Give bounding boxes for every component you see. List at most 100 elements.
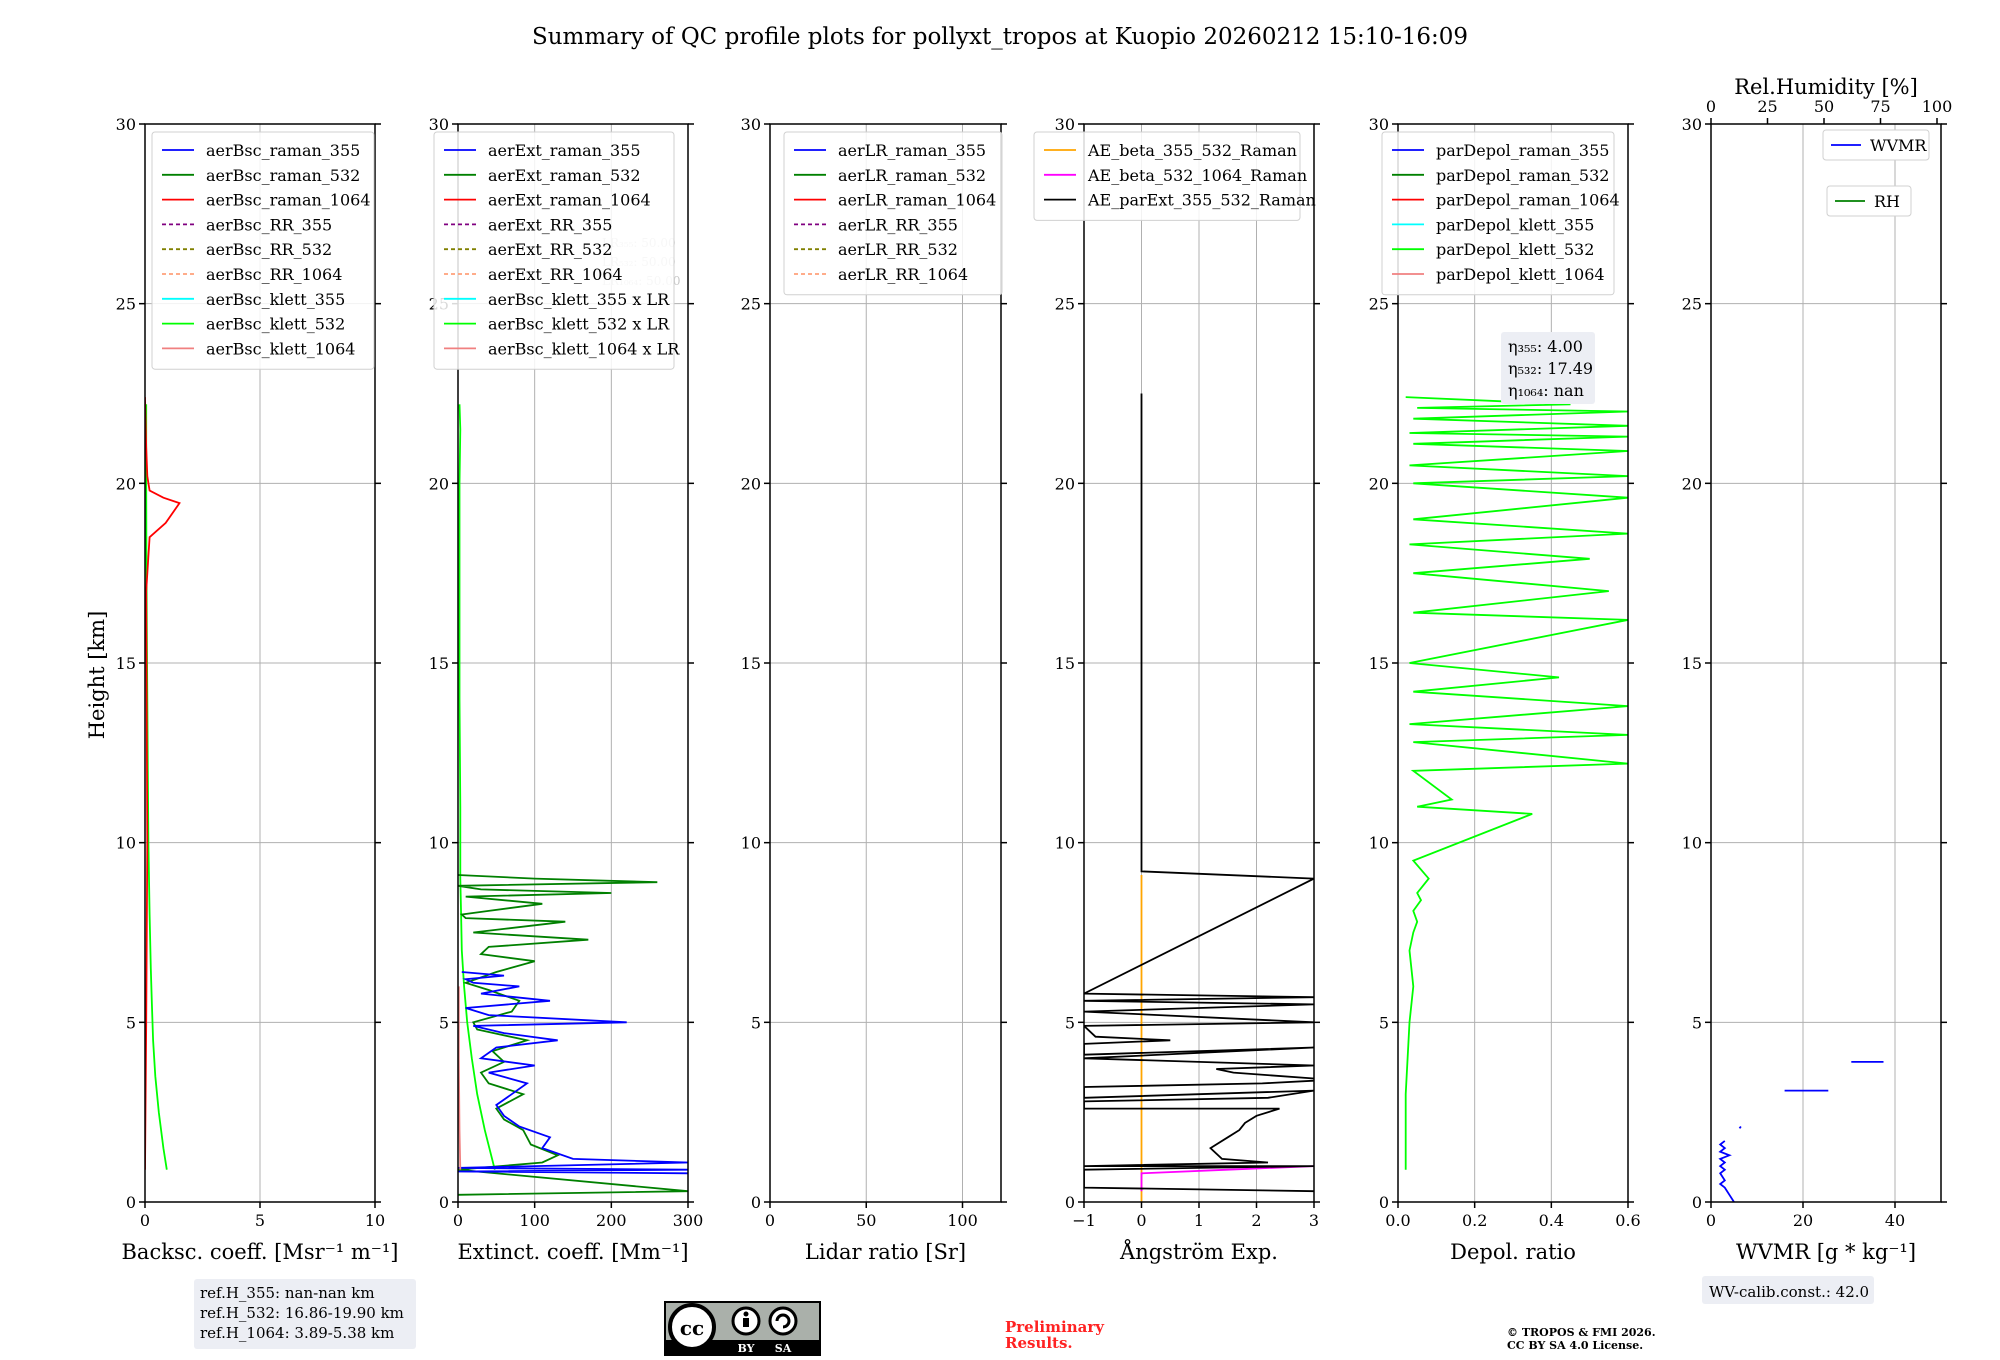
legend-entry: aerLR_raman_1064 [838,191,996,210]
wv-calib-box [1702,1276,1874,1304]
top-tick-label-rh: 50 [1814,97,1834,116]
y-tick-label-wv: 20 [1682,474,1702,493]
y-tick-label-ext: 10 [429,834,449,853]
y-tick-label-depol: 30 [1369,115,1389,134]
x-tick-label-ext: 100 [519,1211,550,1230]
panel-lr: 0 50 100 0 5 10 15 20 25 30 Lidar ratio [Sr] aerLR_… [741,115,1007,1264]
y-tick-label-lr: 20 [741,474,761,493]
y-tick-label-ext: 30 [429,115,449,134]
legend-entry: AE_beta_355_532_Raman [1087,141,1297,160]
y-tick-label-wv: 25 [1682,295,1702,314]
legend-entry: aerBsc_raman_355 [206,141,360,160]
y-tick-label-ae: 10 [1055,834,1075,853]
x-tick-label-lr: 100 [947,1211,978,1230]
legend-entry: aerBsc_RR_1064 [206,265,342,284]
y-tick-label-lr: 5 [751,1013,761,1032]
legend-entry: RH [1874,192,1900,211]
legend-entry: aerLR_RR_355 [838,215,958,234]
legend-entry: parDepol_raman_1064 [1436,191,1620,210]
axes-frame-wv [1710,123,1942,1203]
legend-entry: aerExt_RR_355 [488,215,612,234]
y-tick-label-ae: 25 [1055,295,1075,314]
preliminary-line1: Preliminary [1005,1318,1105,1336]
y-tick-label-wv: 10 [1682,834,1702,853]
series-AE_parExt_355_532_Raman [1084,393,1314,1193]
ref-height-box [194,1279,416,1349]
by-person-body [743,1318,749,1327]
preliminary-line2: Results. [1005,1334,1073,1352]
series-AE_beta_532_1064_Raman [1140,1165,1314,1192]
axes-frame-lr [769,123,1002,1203]
x-axis-label-wv: WVMR [g * kg⁻¹] [1736,1240,1916,1264]
top-axis-label-rh: Rel.Humidity [%] [1734,75,1918,99]
sa-share-icon [768,1306,798,1336]
ref-h-532: ref.H_532: 16.86-19.90 km [200,1304,404,1322]
x-tick-label-depol: 0.6 [1615,1211,1640,1230]
legend-entry: aerLR_raman_355 [838,141,986,160]
ref-h-1064: ref.H_1064: 3.89-5.38 km [200,1324,394,1342]
cc-icon [668,1303,716,1351]
series-aerBsc_klett_532 x LR [458,404,496,1170]
legend-box-rh [1826,185,1912,217]
legend-box-depol [1381,131,1615,296]
panel-bsc: 0 5 10 0 5 10 15 20 25 30 Backsc. coeff. [Msr⁻¹ m⁻… [116,115,399,1264]
legend-ext: aerExt_raman_355 aerExt_raman_532 aerExt_r… [433,131,680,370]
y-tick-label-ext: 15 [429,654,449,673]
wv-calib-const: WV-calib.const.: 42.0 [1709,1283,1869,1301]
series-WVMR [1718,1140,1735,1202]
legend-entry: aerExt_raman_532 [488,166,641,185]
y-tick-label-depol: 5 [1379,1013,1389,1032]
legend-box-ext [433,131,675,370]
series-aerExt_raman_355 [458,971,688,1175]
legend-wvmr: WVMR [1822,129,1930,161]
axes-frame-ext [457,123,689,1203]
series-aerExt_raman_532 [458,874,688,1196]
legend-box-bsc [151,131,375,370]
y-tick-label-ae: 15 [1055,654,1075,673]
legend-entry: aerBsc_klett_532 [206,315,345,334]
legend-ae: AE_beta_355_532_Raman AE_beta_532_1064_Ra… [1033,131,1316,221]
y-axis-label: Height [km] [85,611,109,740]
x-tick-label-bsc: 0 [140,1211,150,1230]
x-tick-label-ae: 0 [1136,1211,1146,1230]
cc-by-label: BY [738,1342,755,1355]
eta-box [1501,332,1595,404]
x-tick-label-depol: 0.0 [1385,1211,1410,1230]
legend-entry: aerBsc_klett_1064 [206,339,355,358]
legend-box-wvmr [1822,129,1930,161]
y-tick-label-ae: 0 [1065,1193,1075,1212]
series-WVMR_pt [1738,1125,1742,1129]
legend-entry: aerBsc_raman_532 [206,166,360,185]
x-axis-label-bsc: Backsc. coeff. [Msr⁻¹ m⁻¹] [122,1240,399,1264]
legend-entry: AE_beta_532_1064_Raman [1087,166,1307,185]
y-tick-label-bsc: 30 [116,115,136,134]
axes-frame-depol [1397,123,1629,1203]
legend-entry: aerExt_raman_1064 [488,191,651,210]
legend-entry: aerBsc_RR_355 [206,215,332,234]
y-tick-label-depol: 10 [1369,834,1389,853]
x-axis-label-ext: Extinct. coeff. [Mm⁻¹] [457,1240,688,1264]
legend-entry: AE_parExt_355_532_Raman [1087,191,1316,210]
legend-entry: aerLR_raman_532 [838,166,986,185]
y-tick-label-wv: 5 [1692,1013,1702,1032]
legend-entry: aerBsc_raman_1064 [206,191,371,210]
x-tick-label-ae: 3 [1309,1211,1319,1230]
y-tick-label-depol: 25 [1369,295,1389,314]
x-axis-label-lr: Lidar ratio [Sr] [805,1240,966,1264]
y-tick-label-depol: 15 [1369,654,1389,673]
cc-license-logo: cc BY SA [664,1301,821,1356]
y-tick-label-lr: 0 [751,1193,761,1212]
x-tick-label-ext: 200 [596,1211,627,1230]
legend-bsc: aerBsc_raman_355 aerBsc_raman_532 aerBsc_r… [151,131,375,370]
x-tick-label-wv: 0 [1706,1211,1716,1230]
x-tick-label-bsc: 5 [255,1211,265,1230]
copyright-line2: CC BY SA 4.0 License. [1507,1339,1643,1352]
series-aerBsc_raman_1064 [145,397,181,1170]
y-tick-label-wv: 15 [1682,654,1702,673]
legend-entry: parDepol_raman_355 [1436,141,1609,160]
panel-wv: 0 20 40 0 5 10 15 20 25 30 WVMR [g * kg⁻¹] WVMR RH 0 2… [1682,75,1953,1264]
top-tick-label-rh: 25 [1757,97,1777,116]
x-tick-label-depol: 0.4 [1539,1211,1564,1230]
copyright-line1: © TROPOS & FMI 2026. [1507,1326,1656,1339]
